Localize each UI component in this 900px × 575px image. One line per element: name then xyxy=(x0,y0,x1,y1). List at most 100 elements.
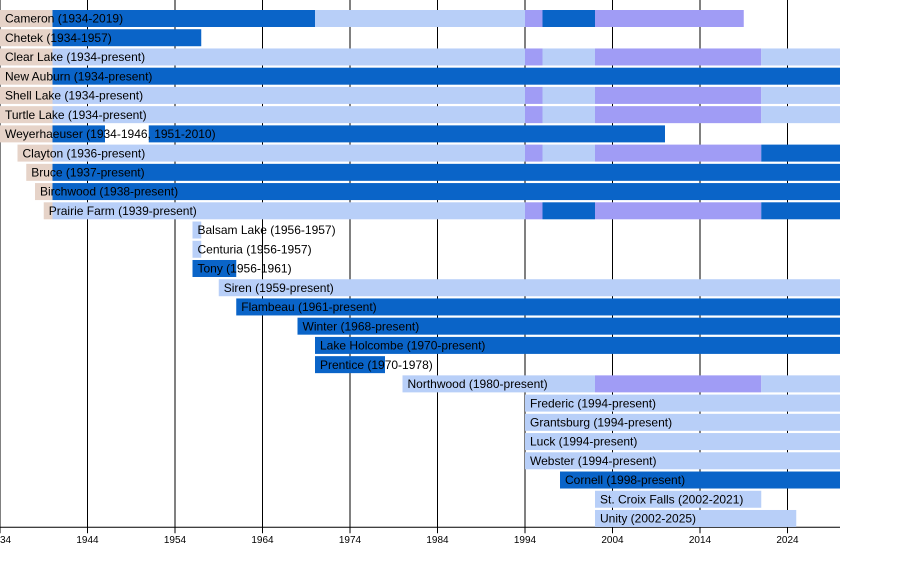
timeline-segment xyxy=(595,106,762,124)
timeline-segment xyxy=(52,10,315,27)
x-tick-label: 1984 xyxy=(426,535,449,546)
timeline-segment xyxy=(525,202,543,220)
x-tick-label: 2024 xyxy=(776,535,799,546)
row-label: Clear Lake (1934-present) xyxy=(5,50,145,64)
timeline-segment xyxy=(525,413,840,431)
row-label: Flambeau (1961-present) xyxy=(241,300,376,314)
timeline-segment xyxy=(525,394,840,412)
timeline-segment xyxy=(52,202,525,220)
timeline-segment xyxy=(761,48,840,66)
timeline-segment xyxy=(525,86,543,104)
timeline-segment xyxy=(525,144,543,162)
timeline-segment xyxy=(0,125,53,143)
row-label: Cornell (1998-present) xyxy=(565,473,685,487)
timeline-segment xyxy=(595,86,762,104)
row-label: Northwood (1980-present) xyxy=(408,377,548,391)
timeline-segment xyxy=(595,509,797,527)
timeline-segment xyxy=(17,144,53,162)
row-label: Turtle Lake (1934-present) xyxy=(5,108,147,122)
timeline-segment xyxy=(542,202,595,220)
row-label: Clayton (1936-present) xyxy=(23,146,146,160)
timeline-segment xyxy=(402,375,595,393)
timeline-segment xyxy=(761,144,840,162)
timeline-segment xyxy=(595,202,762,220)
timeline-segment xyxy=(52,106,525,124)
timeline-segment xyxy=(52,163,840,181)
bars xyxy=(0,10,840,527)
row-label: Luck (1994-present) xyxy=(530,435,637,449)
row-label: Balsam Lake (1956-1957) xyxy=(198,223,336,237)
row-label: Centuria (1956-1957) xyxy=(198,242,312,256)
timeline-segment xyxy=(525,48,543,66)
timeline-segment xyxy=(52,48,525,66)
timeline-segment xyxy=(542,48,595,66)
timeline-segment xyxy=(542,86,595,104)
timeline-segment xyxy=(0,29,53,47)
timeline-segment xyxy=(761,106,840,124)
row-label: St. Croix Falls (2002-2021) xyxy=(600,492,743,506)
timeline-segment xyxy=(315,336,840,354)
timeline-segment xyxy=(192,259,237,277)
labels: 1934 1944 1954 1964 1974 1984 1994 2004 2014 2024… xyxy=(0,12,799,546)
row-label: Weyerhaeuser (1934-1946, 1951-2010) xyxy=(5,127,216,141)
timeline-segment xyxy=(52,183,840,201)
timeline-segment xyxy=(0,10,53,27)
timeline-segment xyxy=(26,163,53,181)
row-label: Frederic (1994-present) xyxy=(530,396,656,410)
timeline-segment xyxy=(525,452,840,470)
timeline-segment xyxy=(595,48,762,66)
row-label: Grantsburg (1994-present) xyxy=(530,416,672,430)
timeline-segment xyxy=(525,433,840,451)
timeline-segment xyxy=(236,298,840,316)
timeline-segment xyxy=(52,144,525,162)
timeline-segment xyxy=(560,471,840,489)
timeline-segment xyxy=(43,202,53,220)
x-tick-label: 1944 xyxy=(76,535,99,546)
timeline-segment xyxy=(0,67,53,85)
row-label: Birchwood (1938-present) xyxy=(40,185,178,199)
timeline-segment xyxy=(595,10,744,27)
row-label: Bruce (1937-present) xyxy=(31,166,144,180)
timeline-segment xyxy=(761,86,840,104)
x-tick-label: 1954 xyxy=(164,535,187,546)
row-label: Prentice (1970-1978) xyxy=(320,358,433,372)
row-label: Prairie Farm (1939-present) xyxy=(49,204,197,218)
row-label: Tony (1956-1961) xyxy=(198,262,292,276)
timeline-segment xyxy=(542,144,595,162)
row-label: Siren (1959-present) xyxy=(224,281,334,295)
timeline-segment xyxy=(218,279,840,297)
x-tick-label: 1994 xyxy=(514,535,537,546)
timeline-segment xyxy=(0,86,53,104)
x-tick-label: 2014 xyxy=(689,535,712,546)
row-label: Winter (1968-present) xyxy=(303,319,420,333)
timeline-segment xyxy=(315,356,385,374)
timeline-segment xyxy=(35,183,53,201)
timeline-segment xyxy=(761,202,840,220)
timeline-segment xyxy=(525,106,543,124)
timeline-segment xyxy=(52,125,105,143)
timeline-segment xyxy=(52,86,525,104)
row-label: Unity (2002-2025) xyxy=(600,512,696,526)
x-tick-label: 1934 xyxy=(0,535,12,546)
timeline-segment xyxy=(0,48,53,66)
x-tick-label: 1974 xyxy=(339,535,362,546)
timeline-segment xyxy=(542,106,595,124)
timeline-segment xyxy=(542,10,595,27)
timeline-segment xyxy=(52,67,840,85)
row-label: Webster (1994-present) xyxy=(530,454,657,468)
timeline-segment xyxy=(148,125,665,143)
timeline-segment xyxy=(595,490,762,508)
timeline-segment xyxy=(192,221,202,239)
timeline-segment xyxy=(297,317,840,335)
timeline-segment xyxy=(525,10,543,27)
timeline-segment xyxy=(315,10,525,27)
x-tick-label: 2004 xyxy=(601,535,624,546)
timeline-segment xyxy=(761,375,840,393)
row-label: Chetek (1934-1957) xyxy=(5,31,112,45)
timeline-segment xyxy=(595,144,762,162)
timeline-segment xyxy=(595,375,762,393)
row-label: New Auburn (1934-present) xyxy=(5,69,152,83)
row-label: Lake Holcombe (1970-present) xyxy=(320,339,485,353)
